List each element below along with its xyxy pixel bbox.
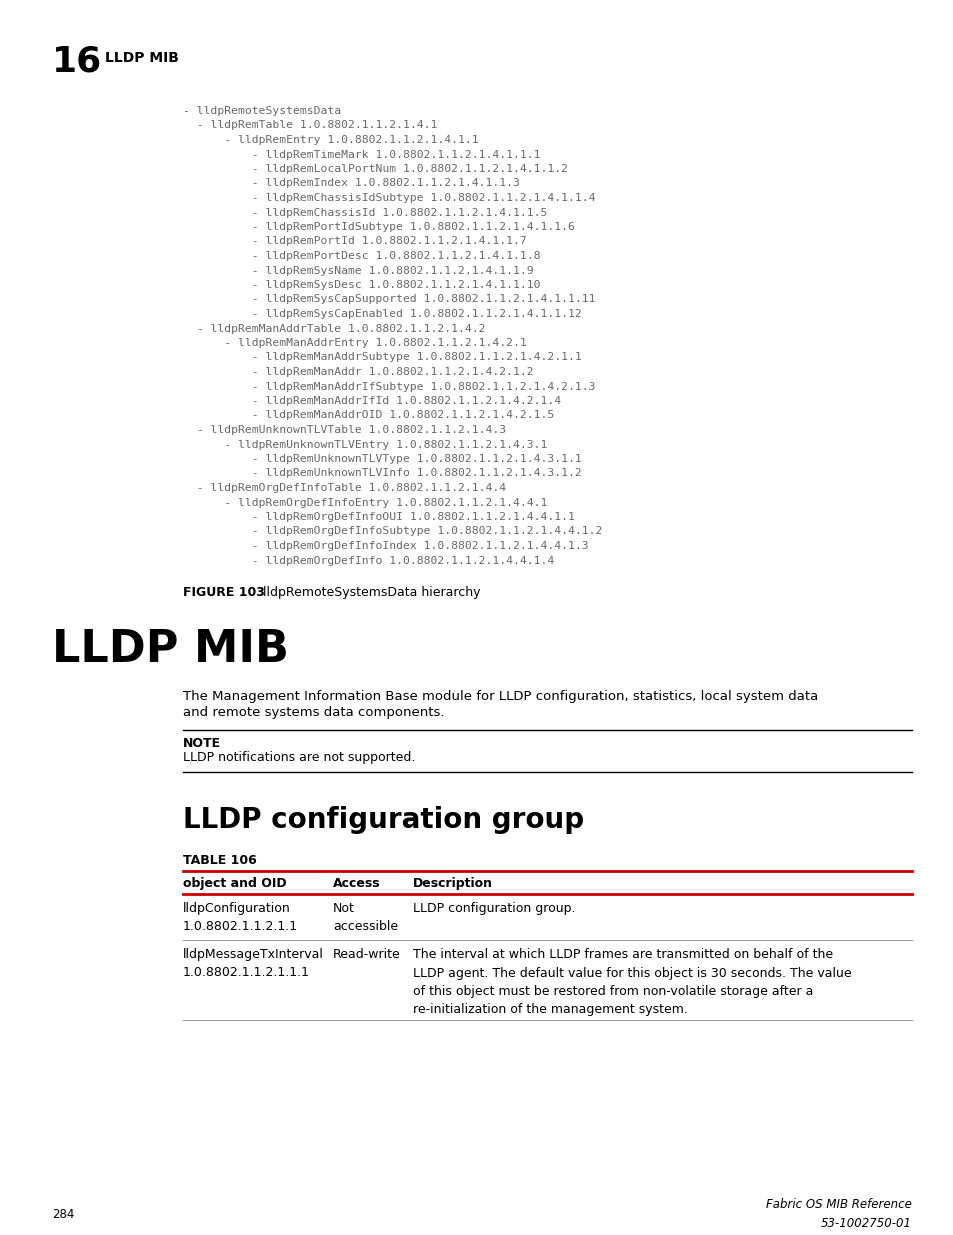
Text: - lldpRemChassisId 1.0.8802.1.1.2.1.4.1.1.5: - lldpRemChassisId 1.0.8802.1.1.2.1.4.1.… [183, 207, 547, 217]
Text: Not
accessible: Not accessible [333, 902, 397, 932]
Text: - lldpRemOrgDefInfoIndex 1.0.8802.1.1.2.1.4.4.1.3: - lldpRemOrgDefInfoIndex 1.0.8802.1.1.2.… [183, 541, 588, 551]
Text: - lldpRemUnknownTLVType 1.0.8802.1.1.2.1.4.3.1.1: - lldpRemUnknownTLVType 1.0.8802.1.1.2.1… [183, 454, 581, 464]
Text: lldpConfiguration
1.0.8802.1.1.2.1.1: lldpConfiguration 1.0.8802.1.1.2.1.1 [183, 902, 297, 932]
Text: Description: Description [413, 877, 493, 890]
Text: 284: 284 [52, 1208, 74, 1221]
Text: - lldpRemUnknownTLVTable 1.0.8802.1.1.2.1.4.3: - lldpRemUnknownTLVTable 1.0.8802.1.1.2.… [183, 425, 506, 435]
Text: LLDP MIB: LLDP MIB [52, 629, 289, 671]
Text: LLDP configuration group: LLDP configuration group [183, 806, 583, 834]
Text: - lldpRemManAddrTable 1.0.8802.1.1.2.1.4.2: - lldpRemManAddrTable 1.0.8802.1.1.2.1.4… [183, 324, 485, 333]
Text: The interval at which LLDP frames are transmitted on behalf of the
LLDP agent. T: The interval at which LLDP frames are tr… [413, 948, 851, 1016]
Text: - lldpRemIndex 1.0.8802.1.1.2.1.4.1.1.3: - lldpRemIndex 1.0.8802.1.1.2.1.4.1.1.3 [183, 179, 519, 189]
Text: - lldpRemPortIdSubtype 1.0.8802.1.1.2.1.4.1.1.6: - lldpRemPortIdSubtype 1.0.8802.1.1.2.1.… [183, 222, 575, 232]
Text: LLDP notifications are not supported.: LLDP notifications are not supported. [183, 751, 415, 764]
Text: - lldpRemManAddrIfSubtype 1.0.8802.1.1.2.1.4.2.1.3: - lldpRemManAddrIfSubtype 1.0.8802.1.1.2… [183, 382, 595, 391]
Text: - lldpRemManAddr 1.0.8802.1.1.2.1.4.2.1.2: - lldpRemManAddr 1.0.8802.1.1.2.1.4.2.1.… [183, 367, 533, 377]
Text: - lldpRemOrgDefInfo 1.0.8802.1.1.2.1.4.4.1.4: - lldpRemOrgDefInfo 1.0.8802.1.1.2.1.4.4… [183, 556, 554, 566]
Text: FIGURE 103: FIGURE 103 [183, 585, 265, 599]
Text: - lldpRemEntry 1.0.8802.1.1.2.1.4.1.1: - lldpRemEntry 1.0.8802.1.1.2.1.4.1.1 [183, 135, 478, 144]
Text: object and OID: object and OID [183, 877, 286, 890]
Text: - lldpRemSysCapEnabled 1.0.8802.1.1.2.1.4.1.1.12: - lldpRemSysCapEnabled 1.0.8802.1.1.2.1.… [183, 309, 581, 319]
Text: - lldpRemUnknownTLVInfo 1.0.8802.1.1.2.1.4.3.1.2: - lldpRemUnknownTLVInfo 1.0.8802.1.1.2.1… [183, 468, 581, 478]
Text: - lldpRemManAddrOID 1.0.8802.1.1.2.1.4.2.1.5: - lldpRemManAddrOID 1.0.8802.1.1.2.1.4.2… [183, 410, 554, 420]
Text: NOTE: NOTE [183, 737, 221, 750]
Text: - lldpRemManAddrIfId 1.0.8802.1.1.2.1.4.2.1.4: - lldpRemManAddrIfId 1.0.8802.1.1.2.1.4.… [183, 396, 560, 406]
Text: lldpMessageTxInterval
1.0.8802.1.1.2.1.1.1: lldpMessageTxInterval 1.0.8802.1.1.2.1.1… [183, 948, 323, 979]
Text: - lldpRemLocalPortNum 1.0.8802.1.1.2.1.4.1.1.2: - lldpRemLocalPortNum 1.0.8802.1.1.2.1.4… [183, 164, 567, 174]
Text: LLDP configuration group.: LLDP configuration group. [413, 902, 575, 915]
Text: lldpRemoteSystemsData hierarchy: lldpRemoteSystemsData hierarchy [251, 585, 480, 599]
Text: The Management Information Base module for LLDP configuration, statistics, local: The Management Information Base module f… [183, 690, 818, 703]
Text: TABLE 106: TABLE 106 [183, 853, 256, 867]
Text: - lldpRemUnknownTLVEntry 1.0.8802.1.1.2.1.4.3.1: - lldpRemUnknownTLVEntry 1.0.8802.1.1.2.… [183, 440, 547, 450]
Text: Access: Access [333, 877, 380, 890]
Text: - lldpRemManAddrEntry 1.0.8802.1.1.2.1.4.2.1: - lldpRemManAddrEntry 1.0.8802.1.1.2.1.4… [183, 338, 526, 348]
Text: - lldpRemSysCapSupported 1.0.8802.1.1.2.1.4.1.1.11: - lldpRemSysCapSupported 1.0.8802.1.1.2.… [183, 294, 595, 305]
Text: - lldpRemOrgDefInfoOUI 1.0.8802.1.1.2.1.4.4.1.1: - lldpRemOrgDefInfoOUI 1.0.8802.1.1.2.1.… [183, 513, 575, 522]
Text: - lldpRemOrgDefInfoSubtype 1.0.8802.1.1.2.1.4.4.1.2: - lldpRemOrgDefInfoSubtype 1.0.8802.1.1.… [183, 526, 601, 536]
Text: - lldpRemSysName 1.0.8802.1.1.2.1.4.1.1.9: - lldpRemSysName 1.0.8802.1.1.2.1.4.1.1.… [183, 266, 533, 275]
Text: - lldpRemManAddrSubtype 1.0.8802.1.1.2.1.4.2.1.1: - lldpRemManAddrSubtype 1.0.8802.1.1.2.1… [183, 352, 581, 363]
Text: - lldpRemOrgDefInfoTable 1.0.8802.1.1.2.1.4.4: - lldpRemOrgDefInfoTable 1.0.8802.1.1.2.… [183, 483, 506, 493]
Text: - lldpRemTable 1.0.8802.1.1.2.1.4.1: - lldpRemTable 1.0.8802.1.1.2.1.4.1 [183, 121, 436, 131]
Text: - lldpRemTimeMark 1.0.8802.1.1.2.1.4.1.1.1: - lldpRemTimeMark 1.0.8802.1.1.2.1.4.1.1… [183, 149, 540, 159]
Text: - lldpRemChassisIdSubtype 1.0.8802.1.1.2.1.4.1.1.4: - lldpRemChassisIdSubtype 1.0.8802.1.1.2… [183, 193, 595, 203]
Text: - lldpRemPortDesc 1.0.8802.1.1.2.1.4.1.1.8: - lldpRemPortDesc 1.0.8802.1.1.2.1.4.1.1… [183, 251, 540, 261]
Text: LLDP MIB: LLDP MIB [105, 51, 179, 65]
Text: and remote systems data components.: and remote systems data components. [183, 706, 444, 719]
Text: 16: 16 [52, 44, 102, 79]
Text: Fabric OS MIB Reference
53-1002750-01: Fabric OS MIB Reference 53-1002750-01 [765, 1198, 911, 1230]
Text: - lldpRemPortId 1.0.8802.1.1.2.1.4.1.1.7: - lldpRemPortId 1.0.8802.1.1.2.1.4.1.1.7 [183, 236, 526, 247]
Text: - lldpRemSysDesc 1.0.8802.1.1.2.1.4.1.1.10: - lldpRemSysDesc 1.0.8802.1.1.2.1.4.1.1.… [183, 280, 540, 290]
Text: - lldpRemOrgDefInfoEntry 1.0.8802.1.1.2.1.4.4.1: - lldpRemOrgDefInfoEntry 1.0.8802.1.1.2.… [183, 498, 547, 508]
Text: Read-write: Read-write [333, 948, 400, 961]
Text: - lldpRemoteSystemsData: - lldpRemoteSystemsData [183, 106, 341, 116]
